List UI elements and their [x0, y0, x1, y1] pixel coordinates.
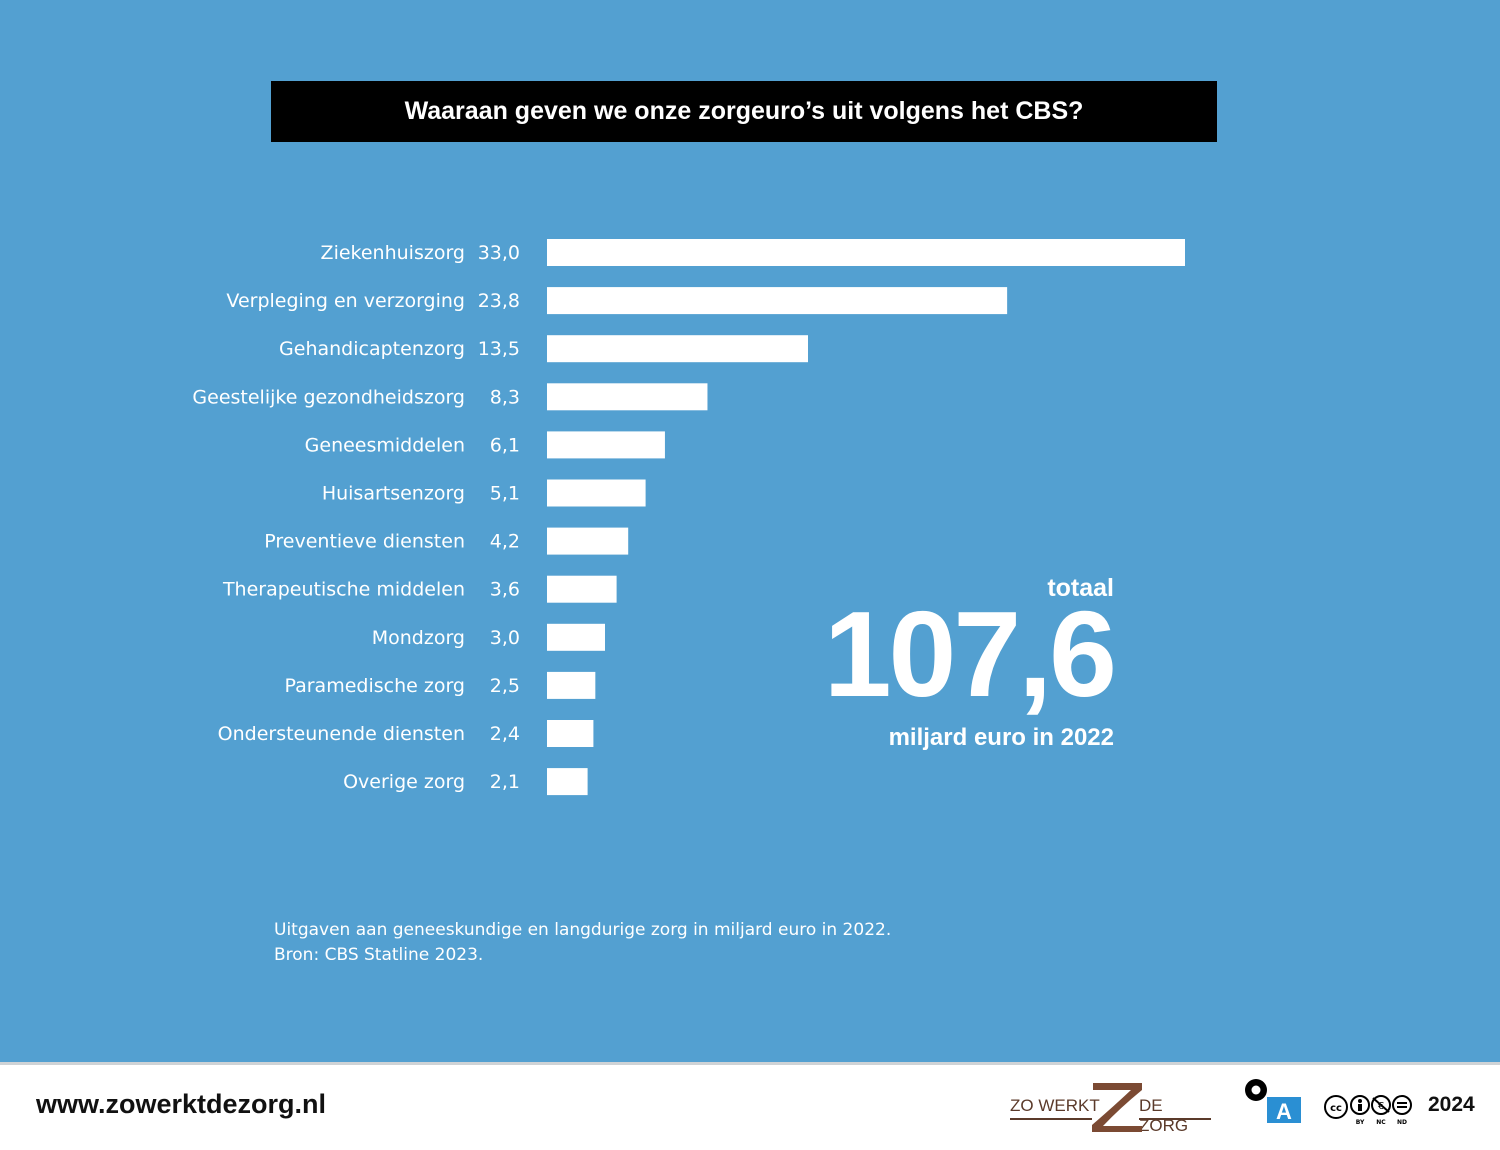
chart-note: Uitgaven aan geneeskundige en langdurige…	[274, 918, 891, 968]
value-label-7: 3,6	[490, 579, 520, 601]
bar-7	[547, 575, 617, 603]
category-label-11: Overige zorg	[343, 771, 465, 793]
category-label-4: Geneesmiddelen	[305, 434, 465, 456]
category-label-7: Therapeutische middelen	[222, 579, 465, 601]
bar-0	[547, 239, 1185, 266]
value-label-6: 4,2	[490, 531, 520, 553]
cc-nc-label: NC	[1376, 1119, 1386, 1126]
cc-by-label: BY	[1356, 1119, 1365, 1126]
note-source: Bron: CBS Statline 2023.	[274, 945, 484, 965]
category-label-3: Geestelijke gezondheidszorg	[192, 386, 465, 408]
footer-divider	[0, 1062, 1500, 1065]
bar-1	[547, 287, 1008, 315]
oa-icon: A	[1245, 1079, 1301, 1124]
category-label-5: Huisartsenzorg	[322, 483, 465, 505]
logo-underline-right	[1139, 1118, 1211, 1120]
bar-4	[547, 431, 665, 459]
value-label-2: 13,5	[478, 338, 520, 360]
cc-by-nc-nd-icon: cc € BY NC ND	[1323, 1094, 1418, 1126]
bar-5	[547, 479, 646, 507]
total-label: totaal	[1047, 574, 1114, 602]
svg-text:€: €	[1378, 1101, 1384, 1112]
category-label-10: Ondersteunende diensten	[218, 723, 465, 745]
year-label: 2024	[1428, 1093, 1475, 1116]
bar-2	[547, 335, 808, 363]
chart-title-bar: Waaraan geven we onze zorgeuro’s uit vol…	[271, 81, 1217, 142]
website-link[interactable]: www.zowerktdezorg.nl	[36, 1089, 327, 1119]
oa-logo: A	[1243, 1077, 1303, 1124]
svg-text:cc: cc	[1330, 1103, 1342, 1114]
category-label-8: Mondzorg	[372, 627, 465, 649]
value-label-8: 3,0	[490, 627, 520, 649]
chart-panel	[0, 0, 1500, 1062]
value-label-3: 8,3	[490, 386, 520, 408]
value-label-4: 6,1	[490, 434, 520, 456]
category-label-9: Paramedische zorg	[285, 675, 466, 697]
chart-title: Waaraan geven we onze zorgeuro’s uit vol…	[404, 97, 1084, 125]
logo-text-left: ZO WERKT	[1010, 1096, 1100, 1115]
cc-license-icon: cc € BY NC ND	[1324, 1095, 1412, 1126]
category-label-1: Verpleging en verzorging	[226, 290, 465, 312]
bar-3	[547, 383, 708, 411]
z-mark-icon	[1092, 1083, 1142, 1132]
note-description: Uitgaven aan geneeskundige en langdurige…	[274, 920, 892, 940]
total-value: 107,6	[823, 586, 1117, 722]
bar-9	[547, 671, 596, 699]
bar-chart: Ziekenhuiszorg 33,0 Verpleging en verzorgi…	[192, 239, 1185, 796]
bar-10	[547, 720, 594, 747]
value-label-1: 23,8	[478, 290, 520, 312]
cc-nd-label: ND	[1397, 1119, 1407, 1126]
value-label-0: 33,0	[478, 242, 520, 264]
total-unit: miljard euro in 2022	[888, 724, 1114, 751]
category-label-6: Preventieve diensten	[264, 531, 465, 553]
zo-werkt-de-zorg-logo: ZO WERKT DE ZORG	[1008, 1080, 1213, 1135]
category-label-2: Gehandicaptenzorg	[279, 338, 465, 360]
bar-8	[547, 623, 605, 651]
value-label-5: 5,1	[490, 483, 520, 505]
logo-underline-left	[1010, 1118, 1092, 1120]
bar-11	[547, 768, 588, 796]
oa-letter: A	[1276, 1099, 1292, 1123]
bar-6	[547, 527, 629, 555]
value-label-10: 2,4	[490, 723, 520, 745]
value-label-9: 2,5	[490, 675, 520, 697]
logo-text-right: DE ZORG	[1139, 1096, 1189, 1135]
category-label-0: Ziekenhuiszorg	[321, 242, 465, 264]
value-label-11: 2,1	[490, 771, 520, 793]
